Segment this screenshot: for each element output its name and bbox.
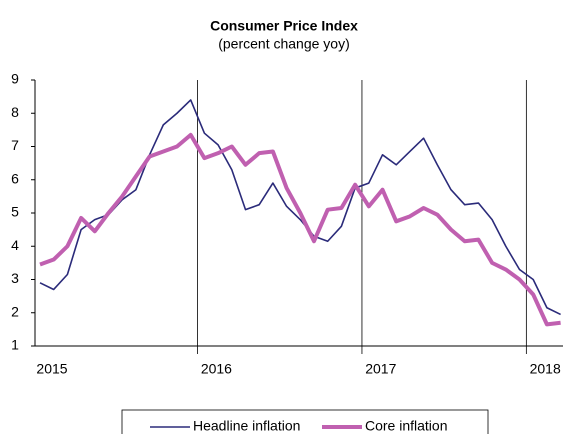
y-tick-label: 9 xyxy=(11,71,19,87)
y-tick-label: 7 xyxy=(11,137,19,153)
x-tick-label: 2018 xyxy=(530,361,561,377)
chart-subtitle: (percent change yoy) xyxy=(218,36,350,52)
y-tick-label: 8 xyxy=(11,104,19,120)
legend-label: Core inflation xyxy=(365,418,448,434)
chart-title: Consumer Price Index xyxy=(210,18,358,34)
series-line xyxy=(39,132,561,327)
y-tick-label: 6 xyxy=(11,170,19,186)
y-tick-label: 2 xyxy=(11,303,19,319)
y-tick-label: 5 xyxy=(11,204,19,220)
x-tick-label: 2017 xyxy=(365,361,396,377)
legend-label: Headline inflation xyxy=(193,418,300,434)
y-tick-label: 4 xyxy=(11,237,19,253)
y-tick-label: 1 xyxy=(11,337,19,353)
legend-box xyxy=(121,409,489,434)
series-line xyxy=(39,99,561,316)
x-tick-label: 2016 xyxy=(201,361,232,377)
y-tick-label: 3 xyxy=(11,270,19,286)
x-tick-label: 2015 xyxy=(36,361,67,377)
